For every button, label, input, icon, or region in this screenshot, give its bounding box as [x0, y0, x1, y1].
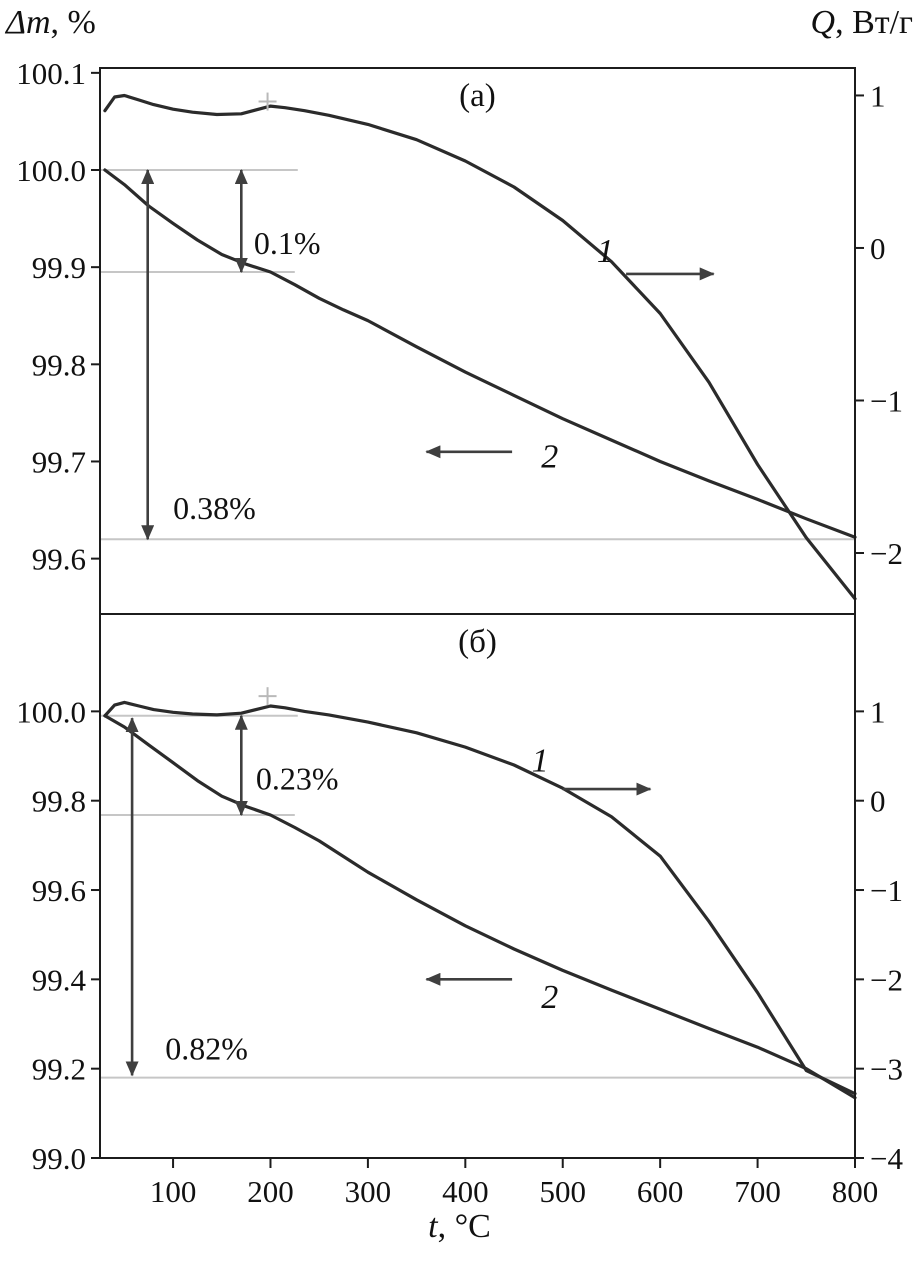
x-tick-label: 800: [832, 1174, 879, 1209]
y-right-tick-label: −3: [870, 1052, 903, 1087]
y-left-tick-label: 100.0: [16, 694, 86, 729]
y-left-tick-label: 99.4: [32, 962, 87, 997]
plot-frame: [99, 67, 856, 615]
x-tick-label: 300: [345, 1174, 392, 1209]
x-tick-label: 500: [539, 1174, 586, 1209]
curve-2-mass: [103, 714, 857, 1100]
measure-label: 0.23%: [256, 760, 339, 796]
right-axis-title: Q, Вт/г: [811, 4, 914, 42]
measure-label: 0.38%: [173, 490, 256, 526]
curve-1-heat-flow: [103, 93, 857, 601]
y-left-tick-label: 99.6: [32, 873, 86, 908]
y-right-tick-label: −1: [870, 873, 903, 908]
y-right-tick-label: 0: [870, 784, 886, 819]
y-left-tick-label: 99.8: [32, 784, 86, 819]
y-left-tick-label: 99.6: [32, 542, 86, 577]
left-axis-title: Δm, %: [6, 4, 96, 42]
y-right-tick-label: 1: [870, 78, 886, 113]
plot-frame: [99, 613, 856, 1159]
series-label: 1: [532, 742, 549, 779]
left-axis-variable: Δm: [6, 4, 51, 41]
measure-label: 0.82%: [165, 1031, 248, 1067]
y-right-tick-label: −1: [870, 383, 903, 418]
series-label: 1: [597, 233, 614, 270]
curve-1-heat-flow: [103, 700, 857, 1096]
x-axis-unit: , °C: [437, 1208, 491, 1245]
x-tick-label: 400: [442, 1174, 489, 1209]
y-left-tick-label: 100.1: [16, 56, 86, 91]
y-left-tick-label: 99.2: [32, 1052, 86, 1087]
y-left-tick-label: 100.0: [16, 153, 86, 188]
right-axis-unit: , Вт/г: [835, 4, 913, 41]
x-tick-label: 100: [150, 1174, 197, 1209]
curve-2-mass: [103, 168, 857, 539]
y-right-tick-label: −2: [870, 536, 903, 571]
left-axis-unit: , %: [50, 4, 96, 41]
panel-b: [91, 613, 864, 1168]
y-right-tick-label: 0: [870, 231, 886, 266]
series-label: 2: [541, 979, 558, 1016]
y-right-tick-label: −4: [870, 1141, 903, 1176]
y-right-tick-label: 1: [870, 694, 886, 729]
series-label: 2: [541, 439, 558, 476]
x-tick-label: 600: [637, 1174, 684, 1209]
y-right-tick-label: −2: [870, 962, 903, 997]
measure-label: 0.1%: [254, 225, 321, 261]
panel-label: (а): [459, 78, 496, 114]
x-tick-label: 200: [247, 1174, 294, 1209]
right-axis-variable: Q: [810, 4, 836, 41]
x-axis-title: t, °C: [0, 1208, 919, 1246]
y-left-tick-label: 99.0: [32, 1141, 86, 1176]
panel-a: [91, 67, 864, 615]
x-tick-label: 700: [734, 1174, 781, 1209]
y-left-tick-label: 99.7: [32, 444, 86, 479]
y-left-tick-label: 99.8: [32, 347, 86, 382]
panel-label: (б): [458, 624, 497, 660]
y-left-tick-label: 99.9: [32, 250, 86, 285]
x-axis-variable: t: [428, 1208, 438, 1245]
